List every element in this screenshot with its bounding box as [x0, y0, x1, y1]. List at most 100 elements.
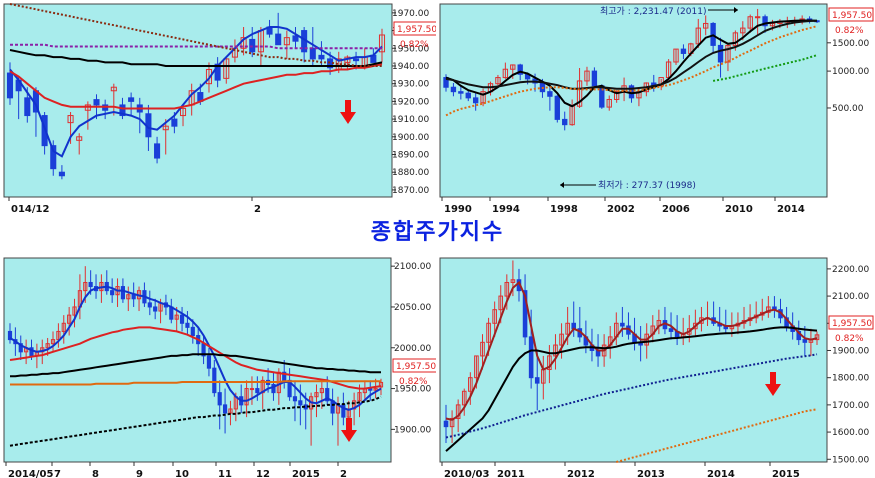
candle-body [292, 396, 298, 402]
candle-body [283, 37, 290, 46]
red-arrow-icon [340, 100, 356, 124]
candle-body [495, 77, 501, 85]
candle-body [522, 290, 528, 338]
candle-body [717, 44, 724, 63]
moving-average-line [10, 380, 381, 386]
candle-body [468, 377, 473, 392]
x-tick-label: 11 [218, 469, 232, 478]
candle-body [802, 339, 808, 343]
y-tick-label: 1000.00 [832, 67, 869, 77]
price-tag: 1,957.50 [832, 319, 872, 329]
candle-body [378, 34, 386, 53]
candle-body [88, 281, 93, 288]
candle-body [455, 404, 461, 419]
x-tick-label: 014/12 [11, 204, 49, 214]
candle-body [50, 145, 57, 170]
price-tag: 1,957.50 [397, 25, 436, 35]
moving-average-line [9, 395, 382, 447]
price-tag-box [393, 21, 436, 36]
candle-body [67, 115, 74, 124]
y-tick-label: 500.00 [832, 104, 864, 114]
candle-body [703, 22, 709, 29]
candle-body [61, 322, 66, 332]
candle-body [554, 95, 560, 120]
moving-average-line [445, 280, 818, 421]
candle-body [93, 99, 100, 106]
daily-chart-panel: 1970.001960.001950.001940.001930.001920.… [0, 0, 436, 214]
candle-body [562, 118, 568, 126]
moving-average-line [9, 285, 382, 411]
candle-body [553, 344, 558, 357]
candle-body [486, 322, 491, 343]
candle-body [18, 343, 23, 353]
moving-average-line [9, 326, 382, 390]
candle-body [474, 355, 479, 379]
candle-body [517, 64, 523, 75]
candle-body [472, 97, 479, 104]
candle-body [76, 136, 83, 141]
candle-body [119, 104, 126, 117]
y-tick-label: 1950.00 [394, 385, 431, 395]
moving-average-line [10, 353, 381, 378]
x-tick-label: 7 [54, 469, 61, 478]
candle-body [498, 295, 504, 311]
candle-body [6, 72, 14, 99]
candle-body [190, 326, 195, 337]
candle-body [762, 16, 768, 27]
moving-average-line [445, 326, 818, 452]
y-tick-label: 1700.00 [832, 401, 869, 411]
candle-body [222, 404, 228, 414]
candle-body [275, 33, 282, 46]
y-tick-label: 1800.00 [832, 374, 869, 384]
candle-body [179, 107, 187, 117]
red-arrow-icon [341, 418, 357, 442]
x-tick-label: 2010 [725, 204, 753, 214]
x-tick-label: 8 [92, 469, 99, 478]
x-tick-label: 12 [256, 469, 270, 478]
y-tick-label: 2050.00 [394, 303, 431, 313]
price-tag-box [392, 358, 436, 373]
candle-body [458, 91, 464, 94]
candle-body [147, 302, 152, 308]
x-tick-label: 2 [340, 469, 347, 478]
candle-body [443, 77, 449, 88]
x-tick-label: 2 [254, 204, 261, 214]
plot-area [439, 3, 828, 198]
moving-average-line [616, 408, 818, 463]
candle-body [24, 97, 31, 117]
candle-body [461, 390, 467, 406]
moving-average-line [445, 19, 818, 108]
price-tag: 1,957.50 [396, 362, 436, 372]
x-tick-label: 2013 [637, 469, 665, 478]
candle-body [502, 68, 509, 79]
y-tick-label: 1910.00 [392, 115, 429, 125]
y-tick-label: 1930.00 [392, 80, 429, 90]
candle-body [56, 330, 61, 341]
candle-body [45, 343, 50, 349]
y-tick-label: 1950.00 [392, 44, 429, 54]
candle-body [480, 91, 486, 104]
moving-average-line [10, 43, 382, 50]
candle-body [620, 322, 625, 327]
candle-body [249, 388, 255, 391]
candle-body [314, 392, 319, 398]
candle-body [179, 314, 185, 324]
candle-body [353, 58, 360, 62]
x-tick-label: 2012 [567, 469, 595, 478]
candle-body [205, 69, 213, 85]
high-annotation-arrowhead [734, 7, 738, 13]
x-tick-label: 9 [136, 469, 143, 478]
candle-body [559, 333, 564, 346]
page-title: 종합주가지수 [370, 220, 505, 245]
candle-body [680, 48, 687, 54]
candle-body [747, 16, 753, 29]
candle-body [83, 281, 88, 292]
candle-body [126, 294, 131, 300]
candle-body [131, 294, 136, 300]
candle-body [271, 383, 276, 394]
weekly-2014-chart-panel: 2100.00 2050.00 2000.00 1950.00 1900.00 2014/… [0, 255, 436, 478]
x-tick-label: 1990 [444, 204, 472, 214]
moving-average-line [445, 25, 818, 117]
x-tick-label: 2011 [497, 469, 525, 478]
moving-average-line [712, 54, 818, 82]
